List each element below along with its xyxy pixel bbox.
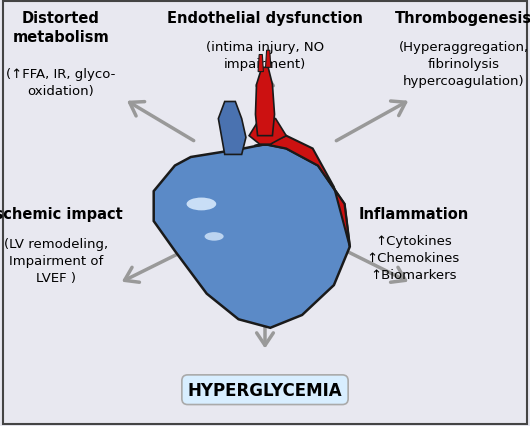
Polygon shape <box>218 102 246 155</box>
Ellipse shape <box>187 198 216 211</box>
Text: HYPERGLYCEMIA: HYPERGLYCEMIA <box>188 381 342 399</box>
Polygon shape <box>249 119 286 145</box>
Text: (LV remodeling,
Impairment of
LVEF ): (LV remodeling, Impairment of LVEF ) <box>4 237 108 284</box>
Text: Ischemic impact: Ischemic impact <box>0 207 122 222</box>
FancyArrowPatch shape <box>344 250 405 282</box>
FancyArrowPatch shape <box>257 312 273 345</box>
Polygon shape <box>154 145 350 328</box>
Text: Distorted
metabolism: Distorted metabolism <box>13 11 109 45</box>
Polygon shape <box>266 51 271 68</box>
FancyArrowPatch shape <box>125 250 186 282</box>
Polygon shape <box>254 136 350 247</box>
Text: (intima injury, NO
impairment): (intima injury, NO impairment) <box>206 41 324 71</box>
Polygon shape <box>255 68 275 136</box>
FancyArrowPatch shape <box>257 74 273 116</box>
Text: (Hyperaggregation,
fibrinolysis
hypercoagulation): (Hyperaggregation, fibrinolysis hypercoa… <box>399 41 529 88</box>
Ellipse shape <box>205 233 224 241</box>
FancyArrowPatch shape <box>130 102 193 141</box>
FancyArrowPatch shape <box>337 102 405 141</box>
Text: Inflammation: Inflammation <box>358 207 469 222</box>
Text: (↑FFA, IR, glyco-
oxidation): (↑FFA, IR, glyco- oxidation) <box>6 68 116 98</box>
Polygon shape <box>258 55 263 72</box>
Text: Thrombogenesis: Thrombogenesis <box>395 11 530 26</box>
Text: Endothelial dysfunction: Endothelial dysfunction <box>167 11 363 26</box>
Text: ↑Cytokines
↑Chemokines
↑Biomarkers: ↑Cytokines ↑Chemokines ↑Biomarkers <box>367 234 460 281</box>
